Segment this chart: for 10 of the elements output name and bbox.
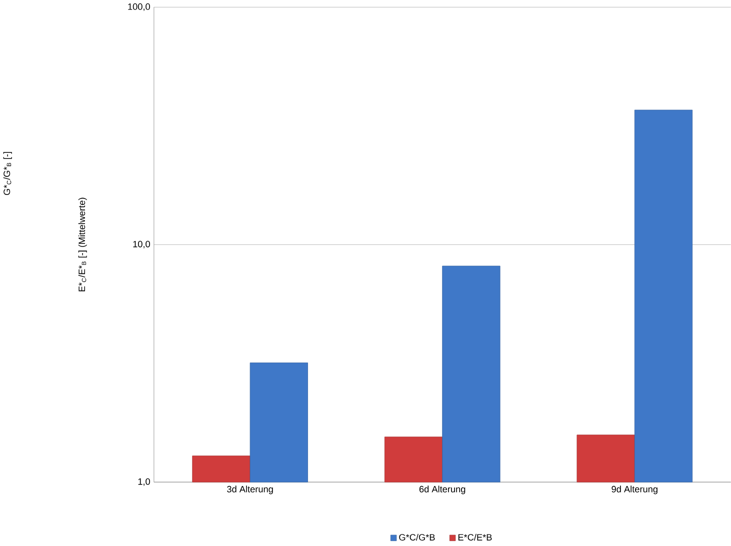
legend-label: G*C/G*B [399, 534, 435, 541]
y-tick-label: 1,0 [138, 478, 150, 486]
y-tick-label: 100,0 [128, 3, 150, 11]
y-axis-title: E*$_{C}$/E*$_{B}$ [-] (Mittelwerte) [78, 198, 87, 292]
x-tick-label: 6d Alterung [419, 486, 466, 494]
legend-label: E*C/E*B [458, 534, 492, 541]
text: G*$_{C}$/G*$_{B}$ [-] [3, 152, 12, 195]
x-tick-label: 3d Alterung [227, 486, 273, 494]
x-tick-label: 9d Alterung [612, 486, 658, 494]
y-tick-label: 10,0 [133, 240, 150, 248]
